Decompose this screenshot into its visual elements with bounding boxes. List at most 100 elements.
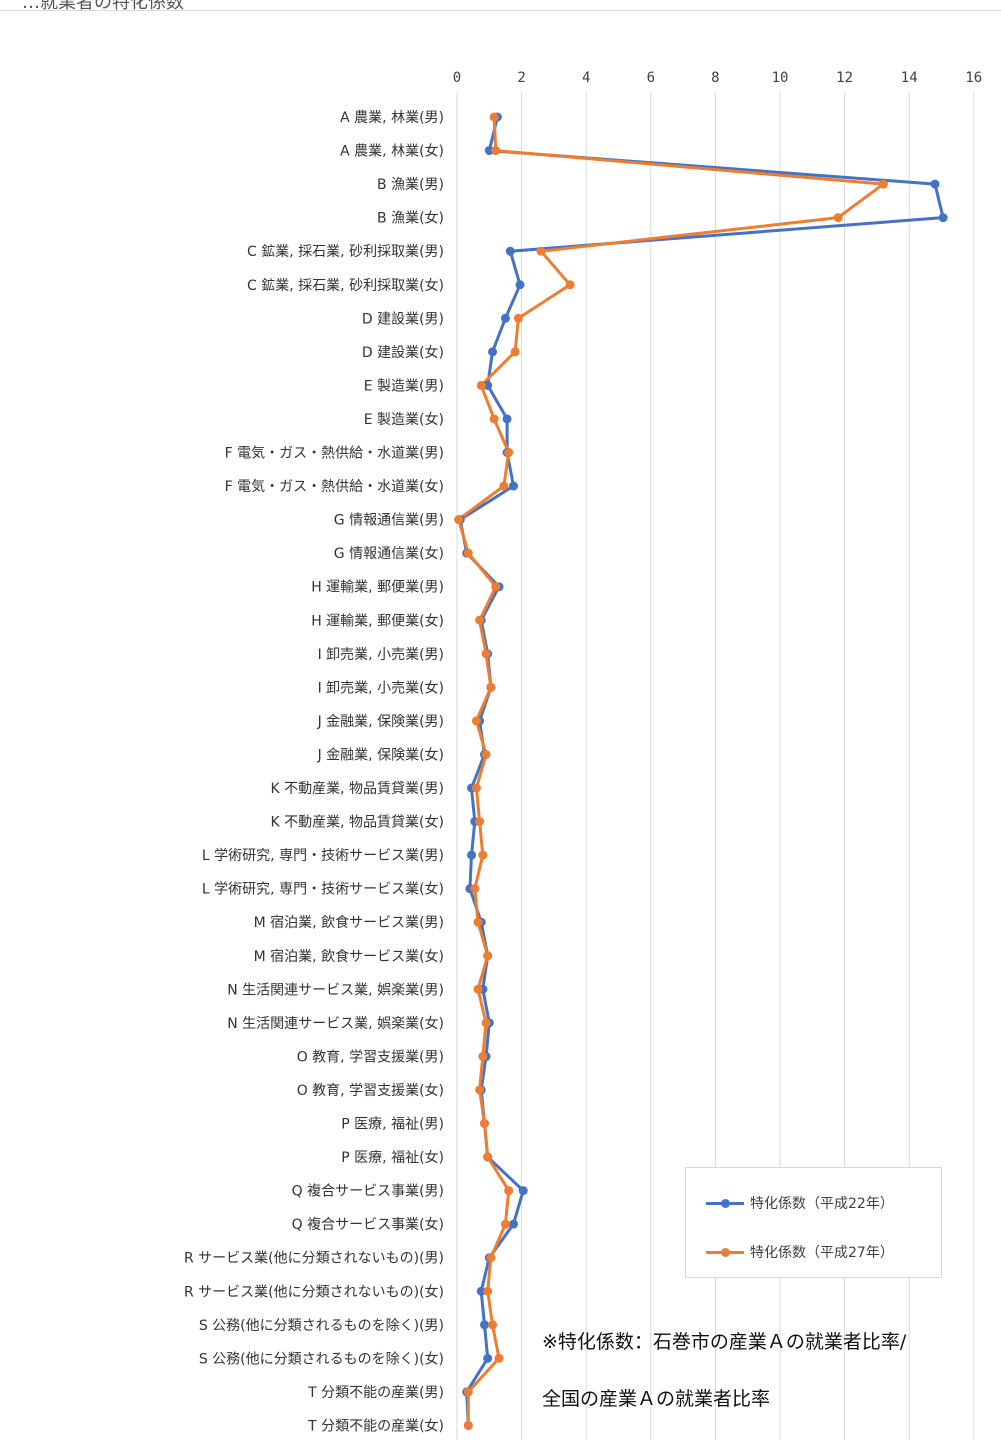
x-tick-label: 6	[647, 70, 655, 86]
category-label: T 分類不能の産業(女)	[307, 1417, 444, 1434]
x-tick-label: 16	[965, 70, 982, 86]
data-point	[475, 817, 485, 827]
x-tick-label: 2	[517, 70, 525, 86]
category-label: I 卸売業, 小売業(女)	[318, 679, 444, 696]
data-point	[479, 1119, 489, 1128]
data-point	[509, 1219, 519, 1229]
legend-label-h27: 特化係数（平成27年）	[750, 1245, 894, 1261]
category-label: H 運輸業, 郵便業(女)	[311, 612, 444, 629]
data-point	[483, 1286, 493, 1296]
x-axis-tick-labels: 0 2 4 6 8 10 12 14 16	[453, 70, 982, 86]
data-point	[513, 313, 523, 323]
data-point	[475, 615, 485, 625]
x-tick-label: 0	[453, 70, 461, 86]
data-point	[509, 481, 519, 491]
data-point	[565, 280, 575, 290]
data-point	[481, 1018, 491, 1028]
data-point	[938, 213, 948, 223]
legend-label-h22: 特化係数（平成22年）	[750, 1196, 894, 1212]
category-label: N 生活関連サービス業, 娯楽業(男)	[227, 982, 444, 998]
x-tick-label: 10	[772, 70, 789, 86]
note-line-1: ※特化係数：石巻市の産業Ａの就業者比率/	[542, 1331, 907, 1353]
data-point	[494, 1353, 504, 1363]
category-labels: A 農業, 林業(男) A 農業, 林業(女) B 漁業(男) B 漁業(女) C 鉱業…	[184, 110, 444, 1434]
category-label: D 建設業(女)	[362, 344, 444, 361]
category-label: O 教育, 学習支援業(女)	[297, 1082, 444, 1099]
data-point	[536, 246, 546, 256]
x-tick-label: 12	[836, 70, 853, 86]
data-point	[471, 716, 481, 726]
data-point	[483, 380, 493, 390]
data-point	[463, 1420, 473, 1430]
data-point	[504, 1186, 514, 1196]
legend-swatch-h27	[706, 1247, 744, 1257]
category-label: Q 複合サービス事業(女)	[292, 1216, 444, 1233]
data-point	[473, 984, 483, 994]
data-point	[833, 213, 843, 223]
data-point	[500, 313, 510, 323]
series-line-0	[458, 115, 945, 1427]
data-point	[491, 146, 501, 156]
data-point	[470, 884, 480, 894]
category-label: C 鉱業, 採石業, 砂利採取業(女)	[247, 277, 444, 294]
category-label: P 医療, 福祉(女)	[341, 1149, 444, 1166]
category-label: A 農業, 林業(男)	[340, 110, 444, 126]
category-label: M 宿泊業, 飲食サービス業(男)	[254, 914, 444, 931]
data-point	[454, 515, 464, 525]
data-point	[481, 749, 491, 759]
category-label: A 農業, 林業(女)	[340, 143, 444, 160]
data-point	[483, 951, 493, 961]
x-tick-label: 14	[901, 70, 918, 86]
data-point	[486, 682, 496, 692]
cropped-heading: …就業者の特化係数	[22, 0, 184, 11]
category-label: K 不動産業, 物品賃貸業(男)	[271, 781, 444, 797]
category-label: I 卸売業, 小売業(男)	[318, 647, 444, 663]
category-label: N 生活関連サービス業, 娯楽業(女)	[227, 1015, 444, 1032]
note-line-2: 全国の産業Ａの就業者比率	[542, 1388, 771, 1410]
legend: 特化係数（平成22年） 特化係数（平成27年）	[685, 1167, 942, 1278]
chart-frame	[0, 10, 1001, 1448]
category-label: K 不動産業, 物品賃貸業(女)	[271, 814, 444, 831]
category-label: M 宿泊業, 飲食サービス業(女)	[254, 948, 444, 965]
legend-swatch-h22	[706, 1198, 744, 1208]
category-label: R サービス業(他に分類されないもの)(男)	[184, 1251, 444, 1267]
x-tick-label: 8	[711, 70, 719, 86]
data-point	[510, 347, 520, 357]
data-point	[878, 179, 888, 189]
category-label: B 漁業(女)	[377, 210, 444, 227]
category-label: J 金融業, 保険業(男)	[317, 714, 444, 730]
category-label: E 製造業(女)	[364, 411, 444, 428]
category-label: L 学術研究, 専門・技術サービス業(女)	[202, 881, 444, 898]
data-point	[489, 112, 499, 122]
data-point	[488, 347, 498, 357]
data-point	[463, 1387, 473, 1397]
data-point	[473, 917, 483, 927]
category-label: P 医療, 福祉(男)	[341, 1116, 444, 1133]
category-label: D 建設業(男)	[362, 311, 444, 327]
data-point	[476, 1286, 486, 1296]
category-label: B 漁業(男)	[377, 177, 444, 193]
data-point	[502, 414, 512, 424]
category-label: L 学術研究, 専門・技術サービス業(男)	[202, 848, 444, 864]
data-point	[471, 783, 481, 793]
data-point	[483, 1152, 493, 1162]
data-point	[518, 1186, 528, 1196]
series-lines	[457, 115, 945, 1427]
category-label: F 電気・ガス・熱供給・水道業(女)	[225, 478, 444, 495]
legend-item-h22: 特化係数（平成22年）	[706, 1193, 894, 1213]
series-points	[454, 112, 948, 1430]
category-label: G 情報通信業(男)	[334, 513, 444, 529]
data-point	[930, 179, 940, 189]
data-point	[500, 1219, 510, 1229]
category-label: S 公務(他に分類されるものを除く)(女)	[199, 1350, 444, 1367]
data-point	[499, 481, 509, 491]
data-point	[491, 582, 501, 592]
legend-item-h27: 特化係数（平成27年）	[706, 1242, 894, 1262]
category-label: R サービス業(他に分類されないもの)(女)	[184, 1283, 444, 1300]
data-point	[481, 649, 491, 659]
category-label: E 製造業(男)	[364, 378, 444, 394]
category-label: G 情報通信業(女)	[334, 545, 444, 562]
category-label: C 鉱業, 採石業, 砂利採取業(男)	[247, 243, 444, 260]
data-point	[504, 448, 514, 457]
